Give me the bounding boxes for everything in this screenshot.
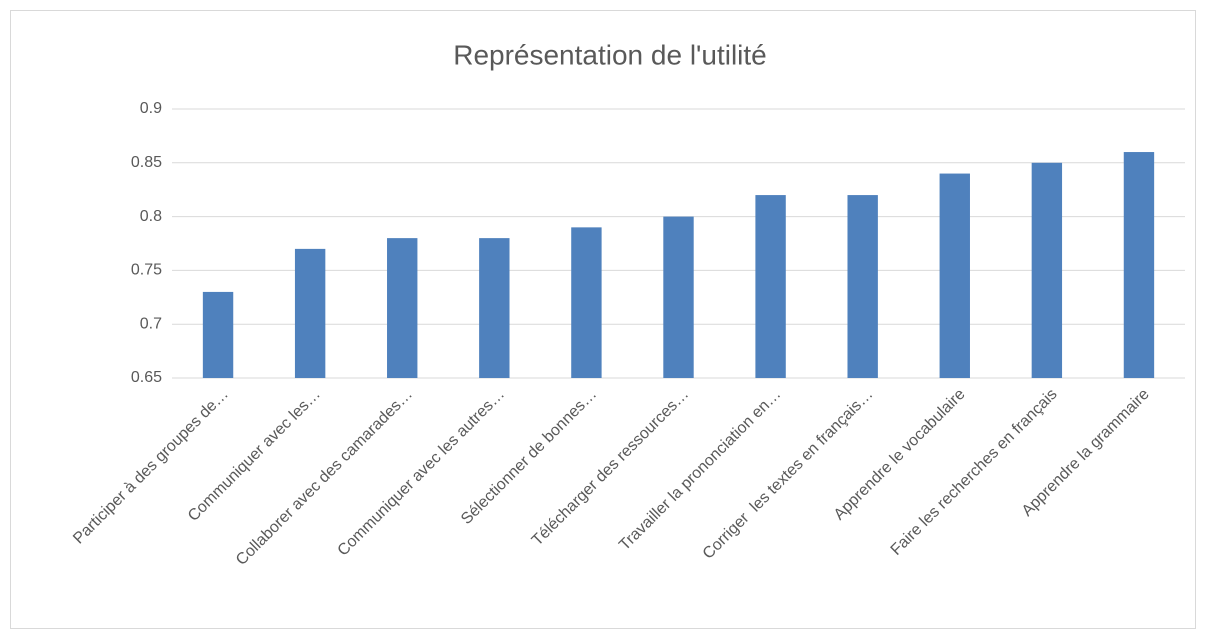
chart-title: Représentation de l'utilité	[453, 39, 767, 70]
y-tick-label: 0.8	[140, 208, 162, 225]
bar	[663, 216, 694, 378]
y-tick-label: 0.7	[140, 315, 162, 332]
bar	[294, 248, 326, 378]
y-tick-label: 0.85	[131, 154, 162, 171]
y-tick-label: 0.65	[131, 369, 162, 386]
y-tick-label: 0.75	[131, 262, 162, 279]
bar	[755, 195, 786, 378]
bar	[479, 238, 510, 378]
bar	[1031, 162, 1063, 378]
bar	[847, 195, 878, 378]
bar	[202, 291, 234, 378]
bar	[571, 227, 602, 378]
bar	[387, 238, 418, 378]
bar	[939, 173, 970, 378]
y-tick-label: 0.9	[140, 100, 162, 117]
chart-border	[10, 10, 1196, 629]
bar	[1123, 152, 1155, 378]
